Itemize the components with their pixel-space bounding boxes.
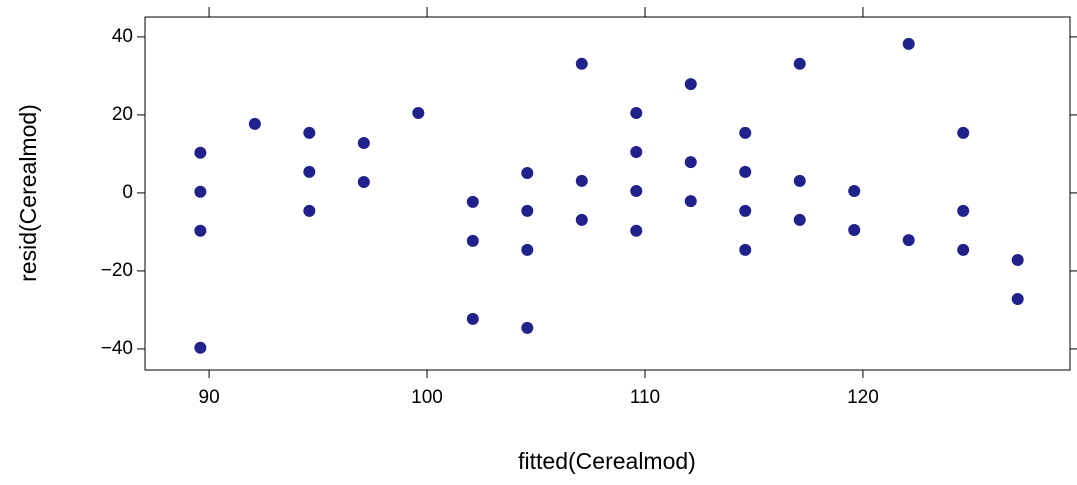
point [303,165,316,178]
point [957,204,970,217]
y-tick-label: 20 [112,104,133,125]
x-tick-label: 110 [630,387,660,408]
point [684,78,697,91]
point [739,165,752,178]
point [1011,254,1024,267]
point [248,117,261,130]
point [630,224,643,237]
point [357,136,370,149]
point [194,224,207,237]
x-tick-label: 120 [847,387,879,408]
point [793,213,806,226]
point [848,223,861,236]
point [412,106,425,119]
y-axis-label: resid(Cerealmod) [15,104,41,282]
point [630,184,643,197]
point [357,175,370,188]
point [194,185,207,198]
point [739,126,752,139]
point [303,204,316,217]
point [521,243,534,256]
point [303,126,316,139]
y-tick-label: 0 [122,182,133,203]
point [575,213,588,226]
point [466,234,479,247]
point [957,126,970,139]
point [575,57,588,70]
point [957,243,970,256]
point [902,37,915,50]
x-tick-label: 100 [411,387,443,408]
point [793,174,806,187]
point [521,204,534,217]
point [684,156,697,169]
plot-frame [144,16,1071,371]
point [194,341,207,354]
point [848,184,861,197]
y-tick-label: −20 [101,260,133,281]
point [793,57,806,70]
point [1011,293,1024,306]
x-tick-label: 90 [199,387,220,408]
point [575,174,588,187]
point [630,145,643,158]
y-tick-label: −40 [101,338,133,359]
point [194,146,207,159]
point [902,234,915,247]
point [466,195,479,208]
point [466,312,479,325]
point [684,195,697,208]
y-tick-label: 40 [112,26,133,47]
x-axis-label: fitted(Cerealmod) [518,448,696,474]
point [630,106,643,119]
point [739,243,752,256]
point [739,204,752,217]
point [521,167,534,180]
point [521,321,534,334]
